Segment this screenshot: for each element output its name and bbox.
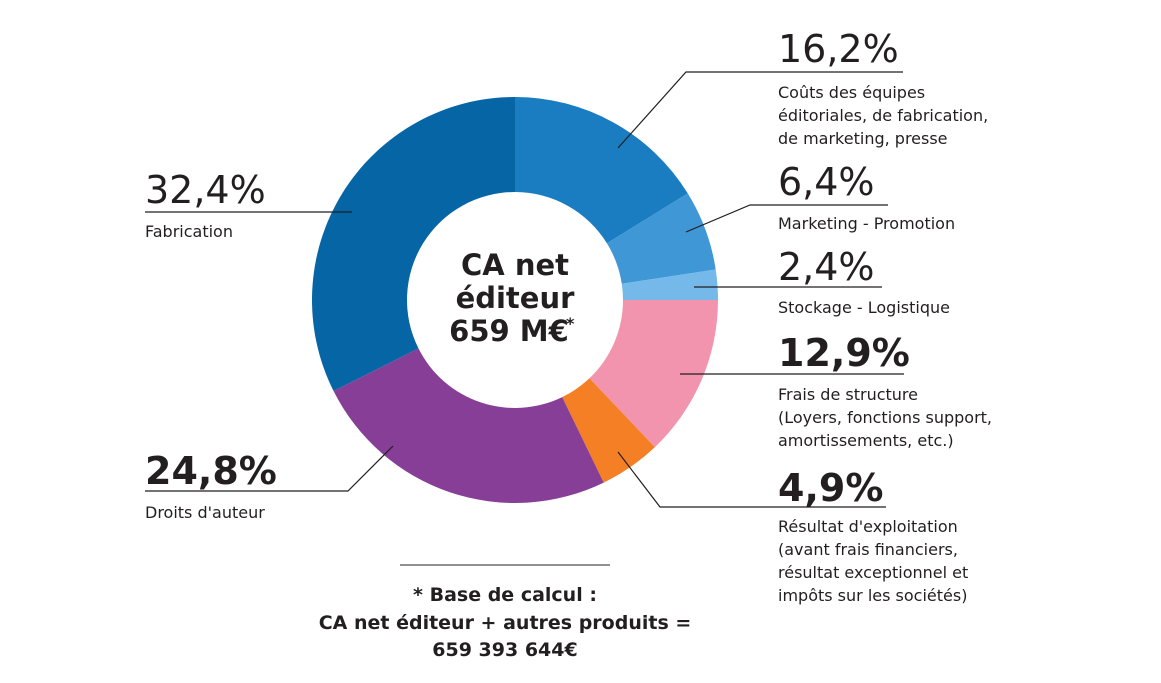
- value-label-equipes: 16,2%: [778, 27, 899, 71]
- value-label-marketing: 6,4%: [778, 160, 875, 204]
- slice-droits: [333, 348, 604, 503]
- center-label-line-3: 659 M€: [449, 314, 569, 348]
- category-label-marketing-1: Marketing - Promotion: [778, 214, 955, 233]
- category-label-equipes-1: Coûts des équipes: [778, 83, 925, 102]
- center-label-line-2: éditeur: [456, 281, 576, 315]
- category-label-resultat-2: (avant frais financiers,: [778, 540, 958, 559]
- slice-fabrication: [312, 97, 515, 392]
- value-label-fabrication: 32,4%: [145, 168, 266, 212]
- leader-equipes: [617, 71, 903, 149]
- value-label-droits: 24,8%: [145, 449, 277, 493]
- category-label-equipes-2: éditoriales, de fabrication,: [778, 106, 988, 125]
- category-label-droits-1: Droits d'auteur: [145, 503, 265, 522]
- center-label: CA net éditeur 659 M€ *: [449, 248, 575, 348]
- category-label-structure-3: amortissements, etc.): [778, 431, 954, 450]
- category-label-stockage-1: Stockage - Logistique: [778, 298, 950, 317]
- category-label-structure-1: Frais de structure: [778, 385, 918, 404]
- leader-lines: [145, 71, 904, 508]
- slice-marketing: [606, 193, 716, 284]
- category-label-structure-2: (Loyers, fonctions support,: [778, 408, 992, 427]
- category-label-resultat-3: résultat exceptionnel et: [778, 563, 968, 582]
- category-label-resultat-1: Résultat d'exploitation: [778, 517, 958, 536]
- slice-resultat: [562, 378, 655, 483]
- leader-marketing: [685, 204, 888, 233]
- slice-labels: 16,2% Coûts des équipes éditoriales, de fa…: [145, 27, 992, 605]
- value-label-resultat: 4,9%: [778, 466, 883, 510]
- center-label-line-1: CA net: [461, 248, 569, 282]
- value-label-structure: 12,9%: [778, 331, 910, 375]
- leader-resultat: [617, 451, 886, 508]
- category-label-fabrication-1: Fabrication: [145, 222, 233, 241]
- value-label-stockage: 2,4%: [778, 245, 875, 289]
- slice-equipes: [515, 97, 688, 244]
- slice-stockage: [621, 269, 718, 300]
- footnote: * Base de calcul : CA net éditeur + autr…: [319, 584, 692, 661]
- category-label-resultat-4: impôts sur les sociétés): [778, 586, 967, 605]
- donut-slices: [312, 97, 718, 503]
- category-label-equipes-3: de marketing, presse: [778, 129, 948, 148]
- leader-droits: [145, 445, 394, 492]
- center-label-asterisk: *: [566, 314, 575, 333]
- footnote-line-3: 659 393 644€: [432, 639, 577, 661]
- footnote-line-1: * Base de calcul :: [413, 584, 597, 606]
- slice-structure: [589, 300, 718, 448]
- footnote-line-2: CA net éditeur + autres produits =: [319, 612, 692, 634]
